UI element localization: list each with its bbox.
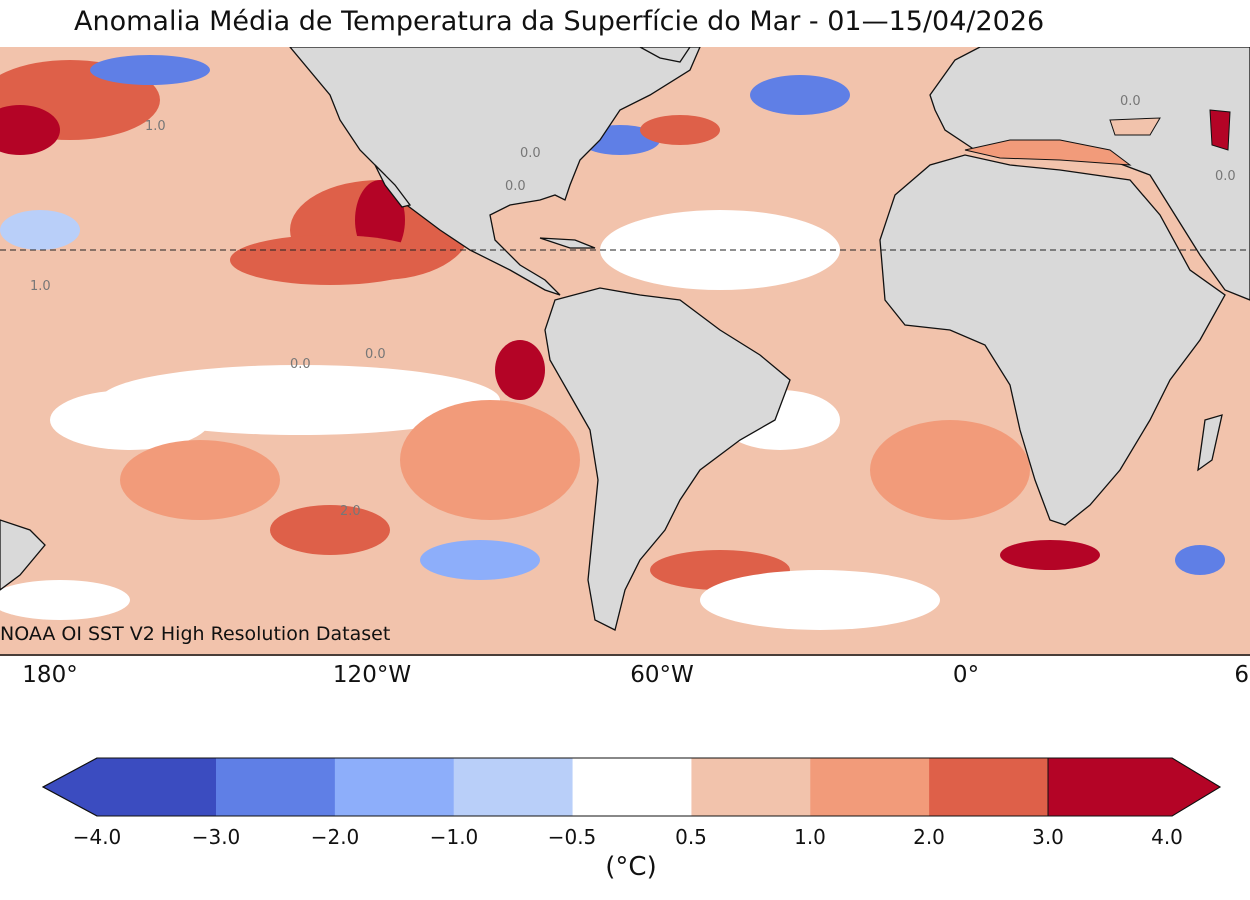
cuba bbox=[539, 237, 596, 249]
europe-asia bbox=[929, 47, 1250, 301]
contour-label: 1.0 bbox=[30, 279, 51, 294]
anomaly-patch bbox=[270, 505, 390, 555]
map-title: Anomalia Média de Temperatura da Superfí… bbox=[74, 6, 1045, 37]
colorbar-tick-label: 1.0 bbox=[794, 825, 826, 849]
anomaly-patch bbox=[750, 75, 850, 115]
anomaly-patch bbox=[495, 340, 545, 400]
x-tick-60e: 60°E bbox=[1234, 662, 1250, 688]
contour-label: 0.0 bbox=[1120, 94, 1141, 109]
anomaly-patch bbox=[640, 115, 720, 145]
mediterranean bbox=[964, 139, 1132, 166]
colorbar bbox=[41, 757, 1221, 817]
anomaly-patch bbox=[400, 400, 580, 520]
colorbar-segment bbox=[216, 758, 336, 816]
anomaly-patch bbox=[50, 390, 210, 450]
contour-label: 0.0 bbox=[290, 357, 311, 372]
colorbar-unit: (°C) bbox=[605, 852, 657, 882]
data-source-credit: NOAA OI SST V2 High Resolution Dataset bbox=[0, 623, 391, 645]
colorbar-tick-label: −4.0 bbox=[72, 825, 122, 849]
anomaly-patch bbox=[0, 210, 80, 250]
colorbar-tick-label: 4.0 bbox=[1151, 825, 1183, 849]
caspian-sea bbox=[1209, 109, 1231, 151]
anomaly-patch bbox=[0, 580, 130, 620]
colorbar-segment bbox=[572, 758, 692, 816]
x-tick-180: 180° bbox=[22, 662, 78, 688]
colorbar-tick-label: −3.0 bbox=[191, 825, 241, 849]
colorbar-tick-label: 3.0 bbox=[1032, 825, 1064, 849]
colorbar-segment bbox=[334, 758, 455, 816]
anomaly-patch bbox=[420, 540, 540, 580]
anomaly-patch bbox=[870, 420, 1030, 520]
baja-california bbox=[374, 164, 412, 208]
colorbar-segment bbox=[453, 758, 574, 816]
colorbar-segment bbox=[810, 758, 930, 816]
anomaly-patch bbox=[230, 235, 430, 285]
new-zealand bbox=[0, 519, 46, 591]
colorbar-extend-high bbox=[1047, 757, 1221, 817]
x-tick-0: 0° bbox=[952, 662, 980, 688]
x-tick-120w: 120°W bbox=[332, 662, 412, 688]
colorbar-extend-low bbox=[41, 757, 219, 817]
colorbar-tick-label: −0.5 bbox=[547, 825, 597, 849]
land bbox=[0, 47, 1250, 631]
sst-anomaly-map: 0.0 0.0 0.0 0.0 0.0 0.0 2.0 1.0 1.0 bbox=[0, 47, 1250, 656]
contour-label: 0.0 bbox=[365, 347, 386, 362]
anomaly-patch bbox=[700, 570, 940, 630]
anomaly-patch bbox=[1175, 545, 1225, 575]
colorbar-tick-label: 2.0 bbox=[913, 825, 945, 849]
x-tick-60w: 60°W bbox=[630, 662, 694, 688]
colorbar-segment bbox=[691, 758, 811, 816]
africa bbox=[879, 154, 1226, 526]
anomaly-patch bbox=[90, 55, 210, 85]
black-sea bbox=[1109, 117, 1161, 136]
anomaly-patch bbox=[120, 440, 280, 520]
colorbar-tick-label: 0.5 bbox=[675, 825, 707, 849]
contour-label: 0.0 bbox=[520, 146, 541, 161]
colorbar-segment bbox=[929, 758, 1049, 816]
colorbar-tick-label: −2.0 bbox=[310, 825, 360, 849]
anomaly-patch bbox=[1000, 540, 1100, 570]
anomaly-patch bbox=[0, 105, 60, 155]
colorbar-tick-label: −1.0 bbox=[429, 825, 479, 849]
contour-label: 0.0 bbox=[1215, 169, 1236, 184]
greenland bbox=[639, 47, 691, 63]
contour-label: 2.0 bbox=[340, 504, 361, 519]
contour-label: 1.0 bbox=[145, 119, 166, 134]
madagascar bbox=[1197, 414, 1223, 472]
south-america bbox=[544, 287, 791, 631]
colorbar-outline bbox=[41, 757, 1221, 817]
contour-label: 0.0 bbox=[505, 179, 526, 194]
